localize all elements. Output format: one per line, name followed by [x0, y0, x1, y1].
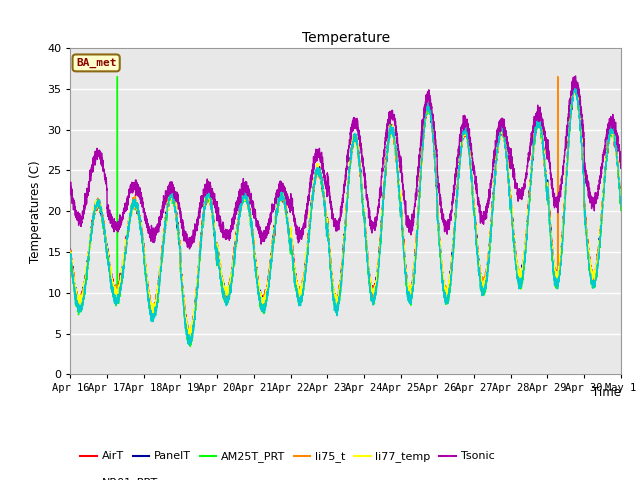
NR01_PRT [617, 203, 625, 208]
PanelT [572, 83, 579, 89]
AM25T_PRT [325, 248, 333, 253]
Tsonic [186, 246, 193, 252]
Tsonic [616, 159, 624, 165]
Text: Time: Time [592, 386, 621, 399]
NR01_PRT [67, 257, 74, 263]
NR01_PRT [616, 196, 624, 202]
Legend: NR01_PRT: NR01_PRT [76, 473, 162, 480]
li75_t [616, 193, 624, 199]
li75_t [617, 200, 625, 206]
PanelT [438, 273, 446, 279]
PanelT [325, 242, 333, 248]
AM25T_PRT [67, 252, 74, 258]
li77_temp [617, 200, 625, 206]
li75_t [325, 243, 333, 249]
li75_t [469, 196, 477, 202]
PanelT [616, 198, 624, 204]
li75_t [500, 132, 508, 137]
AM25T_PRT [113, 73, 121, 79]
li75_t [186, 335, 193, 340]
AirT [186, 334, 193, 340]
PanelT [469, 191, 477, 197]
Tsonic [438, 214, 446, 219]
AM25T_PRT [616, 201, 624, 207]
Line: li75_t: li75_t [70, 76, 621, 337]
NR01_PRT [438, 280, 446, 286]
AM25T_PRT [439, 281, 447, 287]
li77_temp [500, 133, 508, 139]
PanelT [500, 134, 508, 140]
NR01_PRT [500, 133, 508, 139]
PanelT [166, 196, 173, 202]
Tsonic [166, 192, 173, 197]
Tsonic [617, 156, 625, 161]
li77_temp [166, 191, 173, 197]
Tsonic [572, 73, 579, 79]
Line: AM25T_PRT: AM25T_PRT [70, 76, 621, 347]
PanelT [187, 336, 195, 342]
li77_temp [67, 251, 74, 256]
AM25T_PRT [500, 133, 508, 139]
Title: Temperature: Temperature [301, 32, 390, 46]
li77_temp [469, 196, 477, 202]
li77_temp [438, 272, 446, 277]
Text: BA_met: BA_met [76, 58, 116, 68]
AM25T_PRT [186, 344, 194, 349]
AirT [500, 138, 508, 144]
Line: Tsonic: Tsonic [70, 76, 621, 249]
NR01_PRT [186, 342, 193, 348]
PanelT [67, 247, 74, 252]
AirT [67, 250, 74, 255]
Line: PanelT: PanelT [70, 86, 621, 339]
li75_t [67, 247, 74, 253]
Tsonic [67, 182, 74, 188]
Line: li77_temp: li77_temp [70, 85, 621, 338]
AM25T_PRT [469, 196, 477, 202]
AirT [166, 194, 173, 200]
Tsonic [469, 159, 477, 165]
AM25T_PRT [617, 208, 625, 214]
AirT [325, 243, 333, 249]
AirT [616, 189, 624, 195]
AirT [617, 193, 625, 199]
li77_temp [573, 83, 580, 88]
Y-axis label: Temperatures (C): Temperatures (C) [29, 160, 42, 263]
PanelT [617, 194, 625, 200]
Tsonic [325, 189, 333, 194]
li77_temp [325, 240, 333, 246]
NR01_PRT [325, 248, 333, 254]
Line: AirT: AirT [70, 85, 621, 337]
AirT [438, 274, 446, 279]
li77_temp [186, 336, 194, 341]
li75_t [554, 73, 561, 79]
NR01_PRT [166, 195, 173, 201]
li77_temp [616, 190, 624, 195]
NR01_PRT [572, 82, 579, 87]
Line: NR01_PRT: NR01_PRT [70, 84, 621, 345]
AM25T_PRT [166, 192, 173, 198]
li75_t [166, 194, 173, 200]
AirT [469, 190, 477, 196]
NR01_PRT [469, 199, 477, 205]
li75_t [438, 277, 446, 283]
AirT [571, 82, 579, 88]
Tsonic [500, 120, 508, 126]
